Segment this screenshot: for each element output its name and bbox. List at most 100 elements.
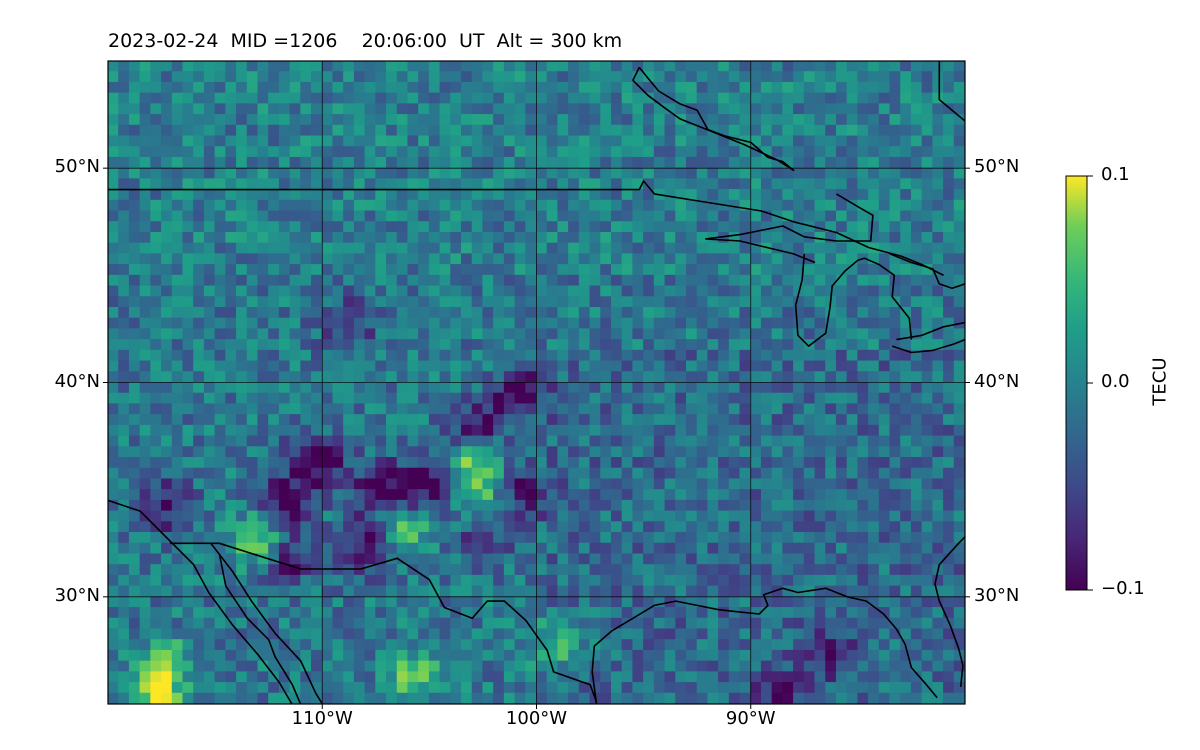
heatmap-cell	[621, 692, 634, 704]
heatmap-cell	[236, 189, 248, 202]
heatmap-cell	[953, 156, 965, 169]
heatmap-cell	[900, 521, 913, 534]
heatmap-cell	[450, 435, 463, 448]
heatmap-cell	[868, 617, 880, 630]
heatmap-cell	[364, 199, 377, 212]
heatmap-cell	[868, 574, 880, 587]
heatmap-cell	[118, 285, 131, 298]
heatmap-cell	[610, 264, 623, 277]
heatmap-cell	[664, 607, 677, 619]
heatmap-cell	[739, 103, 752, 116]
heatmap-cell	[825, 114, 838, 126]
heatmap-cell	[675, 607, 688, 619]
heatmap-cell	[214, 178, 227, 191]
heatmap-cell	[664, 478, 677, 491]
heatmap-cell	[943, 253, 955, 266]
heatmap-cell	[610, 435, 623, 448]
heatmap-cell	[685, 189, 698, 202]
heatmap-cell	[718, 242, 731, 255]
heatmap-cell	[278, 274, 291, 287]
heatmap-cell	[900, 328, 913, 341]
heatmap-cell	[289, 467, 302, 480]
heatmap-cell	[953, 435, 965, 448]
heatmap-cell	[236, 553, 248, 566]
heatmap-cell	[193, 328, 206, 341]
heatmap-cell	[375, 446, 388, 459]
heatmap-cell	[461, 574, 473, 587]
heatmap-cell	[396, 285, 409, 298]
heatmap-cell	[803, 457, 816, 469]
heatmap-cell	[418, 371, 431, 384]
heatmap-cell	[675, 682, 688, 694]
heatmap-cell	[718, 285, 731, 298]
heatmap-cell	[289, 403, 302, 416]
heatmap-cell	[878, 306, 891, 319]
heatmap-cell	[696, 349, 709, 362]
heatmap-cell	[493, 671, 506, 684]
heatmap-cell	[793, 306, 806, 319]
heatmap-cell	[600, 499, 613, 512]
heatmap-cell	[546, 349, 559, 362]
heatmap-cell	[139, 114, 152, 126]
heatmap-cell	[450, 349, 463, 362]
heatmap-cell	[707, 189, 720, 202]
heatmap-cell	[685, 596, 698, 609]
heatmap-cell	[214, 499, 227, 512]
heatmap-cell	[332, 553, 345, 566]
heatmap-cell	[546, 489, 559, 502]
heatmap-cell	[835, 242, 848, 255]
heatmap-cell	[900, 274, 913, 287]
coastline-segment	[108, 499, 293, 704]
heatmap-cell	[568, 414, 581, 427]
heatmap-cell	[428, 392, 441, 405]
heatmap-cell	[321, 114, 334, 126]
heatmap-cell	[225, 306, 238, 319]
heatmap-cell	[718, 349, 731, 362]
heatmap-cell	[932, 306, 945, 319]
heatmap-cell	[546, 210, 559, 223]
heatmap-cell	[557, 403, 570, 416]
heatmap-cell	[557, 114, 570, 126]
heatmap-cell	[750, 199, 763, 212]
heatmap-cell	[439, 607, 452, 619]
heatmap-cell	[386, 146, 398, 159]
heatmap-cell	[418, 61, 431, 73]
heatmap-cell	[161, 478, 173, 491]
heatmap-cell	[600, 671, 613, 684]
heatmap-cell	[418, 221, 431, 234]
heatmap-cell	[675, 349, 688, 362]
heatmap-cell	[289, 532, 302, 544]
heatmap-cell	[718, 328, 731, 341]
heatmap-cell	[835, 264, 848, 277]
heatmap-cell	[610, 92, 623, 105]
heatmap-cell	[750, 521, 763, 534]
heatmap-cell	[108, 660, 120, 673]
heatmap-cell	[289, 92, 302, 105]
heatmap-cell	[675, 371, 688, 384]
heatmap-cell	[943, 178, 955, 191]
heatmap-cell	[311, 532, 323, 544]
heatmap-cell	[846, 671, 859, 684]
heatmap-cell	[739, 61, 752, 73]
heatmap-cell	[825, 446, 838, 459]
heatmap-cell	[514, 349, 527, 362]
heatmap-cell	[139, 306, 152, 319]
heatmap-cell	[236, 114, 248, 126]
heatmap-cell	[664, 114, 677, 126]
heatmap-cell	[943, 692, 955, 704]
heatmap-cell	[439, 585, 452, 598]
heatmap-cell	[643, 264, 656, 277]
heatmap-cell	[246, 124, 259, 137]
heatmap-cell	[514, 682, 527, 694]
heatmap-cell	[289, 499, 302, 512]
heatmap-cell	[236, 532, 248, 544]
heatmap-cell	[546, 671, 559, 684]
heatmap-cell	[964, 564, 965, 577]
heatmap-cell	[171, 81, 184, 94]
heatmap-cell	[257, 392, 270, 405]
heatmap-cell	[910, 639, 923, 652]
heatmap-cell	[300, 317, 313, 330]
heatmap-cell	[482, 617, 495, 630]
heatmap-cell	[803, 61, 816, 73]
heatmap-cell	[139, 457, 152, 469]
